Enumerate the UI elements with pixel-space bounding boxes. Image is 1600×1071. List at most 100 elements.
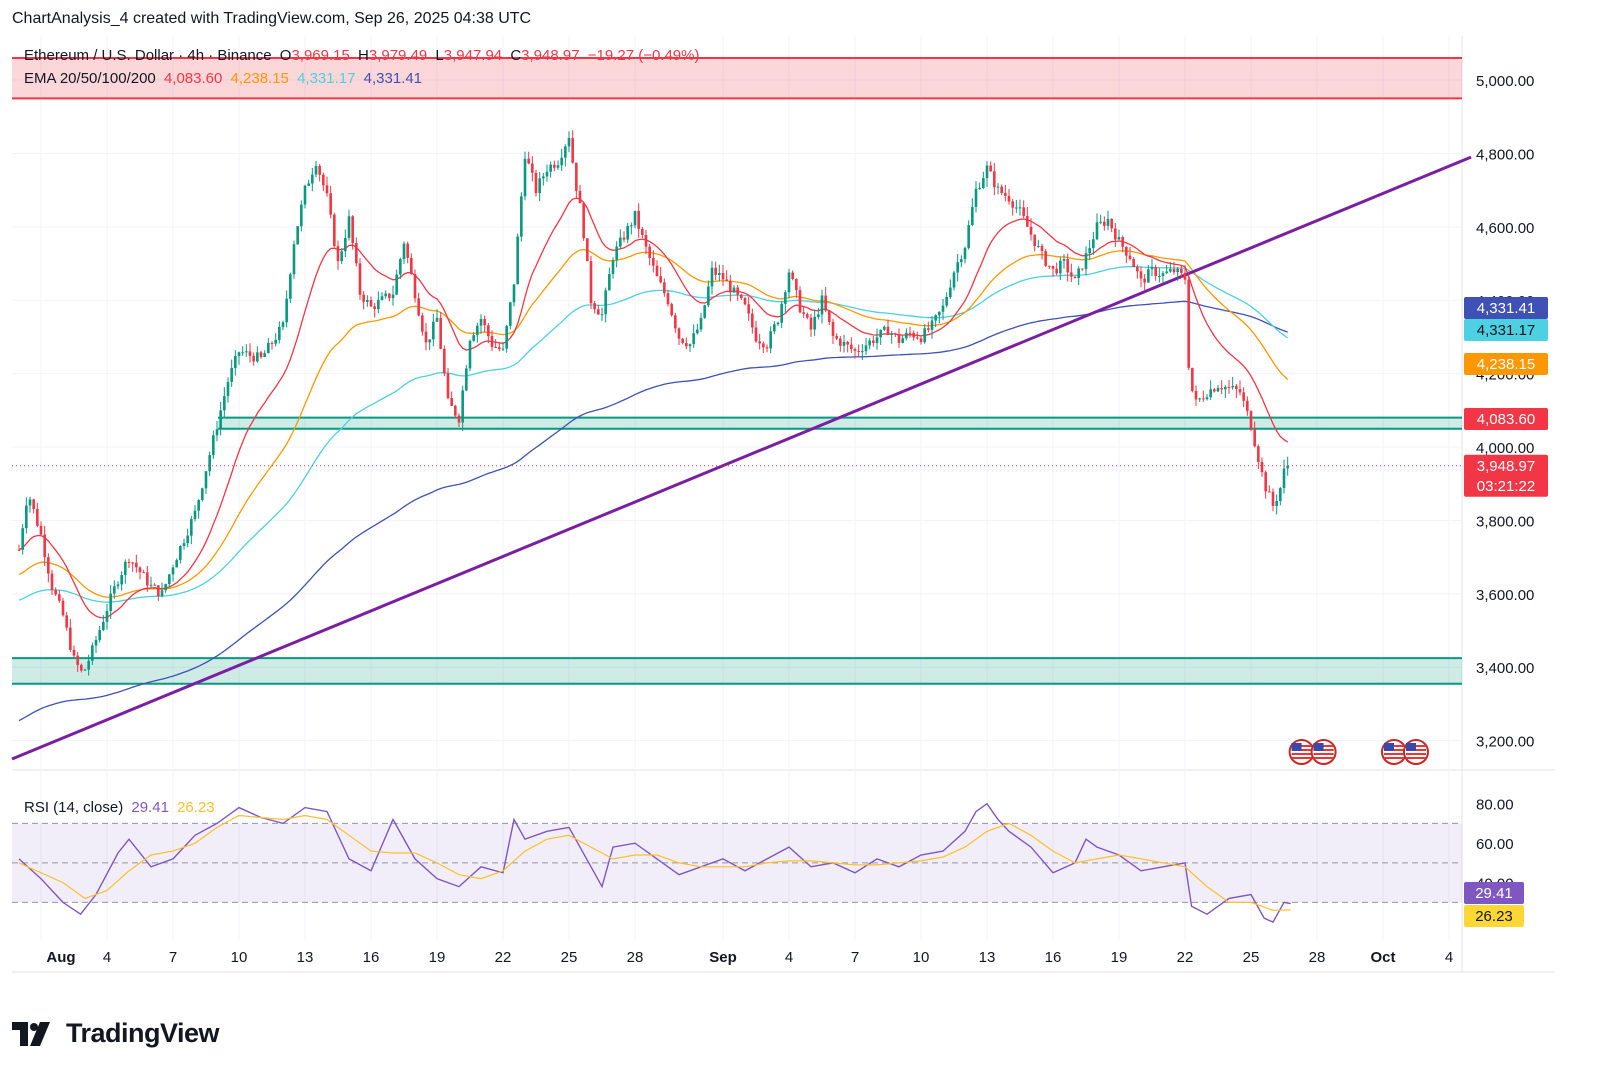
candle-body (72, 649, 76, 656)
candle-body (91, 645, 94, 661)
symbol-label: Ethereum / U.S. Dollar · 4h · Binance (24, 47, 272, 64)
candle-body (234, 356, 237, 369)
candle-body (399, 259, 402, 275)
candle-body (226, 381, 230, 397)
candle-body (25, 505, 28, 529)
candle-body (428, 339, 431, 343)
candle-body (578, 190, 582, 204)
candle-body (124, 561, 127, 575)
candle-body (956, 262, 959, 273)
time-axis-tick: 7 (851, 949, 859, 966)
candle-body (61, 600, 65, 616)
candle-body (912, 332, 915, 338)
candle-body (256, 352, 259, 362)
candle-body (1286, 465, 1289, 469)
candle-body (157, 585, 160, 596)
candle-body (688, 344, 692, 347)
candle-body (457, 415, 461, 423)
candle-body (1015, 207, 1018, 209)
candle-body (311, 174, 314, 184)
candle-body (138, 567, 142, 573)
candle-body (1172, 269, 1176, 273)
ema50-price-badge-bg (1464, 353, 1548, 375)
time-axis-tick: 16 (1045, 949, 1062, 966)
time-axis-tick: 10 (913, 949, 930, 966)
candle-body (1125, 246, 1128, 256)
ema100-price-badge-bg (1464, 319, 1548, 341)
candle-body (208, 455, 211, 472)
candle-body (714, 267, 717, 275)
ema100-price-badge: 4,331.17 (1477, 322, 1535, 339)
rsi-ma-value: 26.23 (177, 799, 215, 816)
candle-body (1176, 268, 1179, 273)
candle-body (289, 274, 292, 299)
candle-body (366, 300, 369, 302)
rsi-badge-bg (1464, 882, 1524, 904)
candle-body (402, 243, 406, 260)
candle-body (725, 279, 728, 281)
candle-body (509, 302, 512, 326)
candle-body (905, 332, 908, 339)
candle-body (292, 244, 296, 275)
candle-body (190, 519, 193, 536)
candle-body (171, 567, 175, 575)
candle-body (985, 165, 989, 179)
tradingview-logo[interactable]: TradingView (12, 1018, 220, 1049)
candle-body (201, 488, 204, 500)
ema-label: EMA 20/50/100/200 (24, 70, 156, 87)
candle-body (897, 334, 901, 343)
candle-body (1187, 279, 1190, 368)
candle-body (329, 193, 332, 215)
rsi-ma-badge: 26.23 (1475, 908, 1513, 925)
candle-body (39, 525, 43, 535)
candle-body (494, 346, 497, 348)
candle-body (806, 314, 809, 318)
candle-body (740, 294, 743, 299)
candle-body (135, 562, 138, 568)
candle-body (699, 317, 703, 330)
candle-body (670, 304, 673, 316)
candle-body (879, 329, 882, 338)
candle-body (212, 435, 215, 456)
time-axis-tick: 28 (627, 949, 644, 966)
candle-body (1169, 269, 1172, 272)
price-axis-tick: 4,800.00 (1476, 146, 1534, 163)
candle-body (1055, 268, 1058, 274)
candle-body (853, 349, 857, 351)
candle-body (490, 336, 494, 347)
candle-body (729, 280, 732, 293)
candle-body (1066, 259, 1069, 273)
candle-body (945, 296, 948, 306)
candle-body (439, 317, 442, 349)
candle-body (593, 303, 596, 310)
candle-body (710, 267, 714, 287)
candle-body (1073, 276, 1077, 279)
candle-body (758, 341, 761, 344)
candle-body (520, 196, 523, 237)
candle-body (1235, 385, 1238, 390)
candle-body (553, 164, 556, 168)
candle-body (974, 188, 978, 207)
candle-body (160, 590, 164, 596)
candle-body (842, 341, 846, 346)
candle-body (762, 343, 765, 348)
candle-body (949, 287, 952, 297)
candle-body (1011, 201, 1014, 208)
price-axis-tick: 5,000.00 (1476, 73, 1534, 90)
candle-body (153, 584, 156, 586)
candle-body (604, 290, 607, 315)
candle-body (967, 225, 970, 248)
candle-body (545, 171, 549, 177)
candle-body (435, 317, 439, 322)
candle-body (47, 557, 50, 574)
candle-body (1249, 411, 1253, 430)
candle-body (608, 273, 611, 291)
tradingview-logo-icon (12, 1021, 50, 1046)
candle-body (512, 284, 516, 303)
candle-body (633, 210, 637, 226)
rsi-axis-tick: 60.00 (1476, 836, 1514, 853)
candle-body (314, 165, 318, 175)
candle-body (567, 137, 571, 147)
candle-body (798, 290, 802, 313)
